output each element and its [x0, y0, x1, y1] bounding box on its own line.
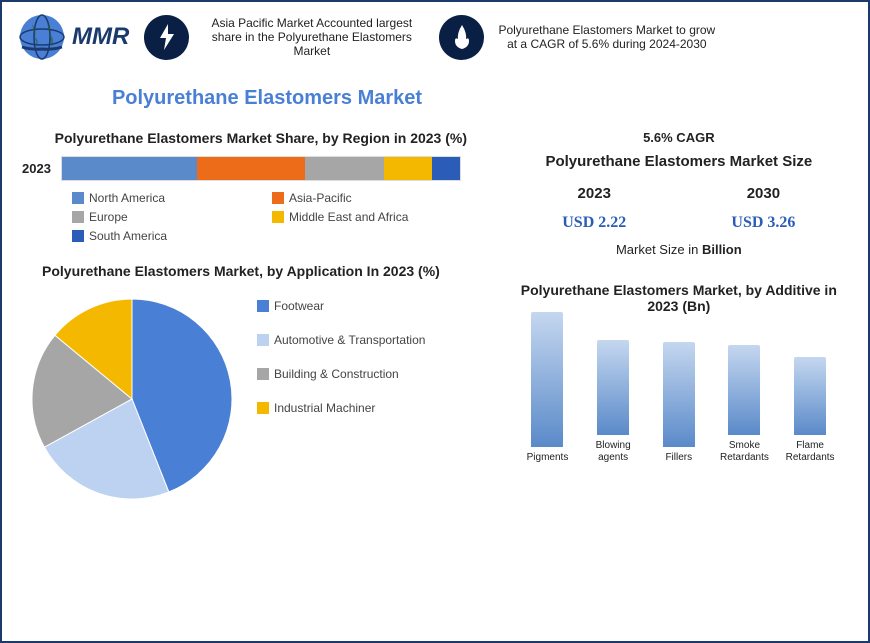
flame-icon: [439, 15, 484, 60]
size-note: Market Size in Billion: [510, 242, 848, 257]
bar-col: Blowing agents: [583, 340, 643, 464]
bar: [531, 312, 563, 447]
region-seg: [384, 157, 432, 180]
bar-col: Smoke Retardants: [714, 345, 774, 464]
size-year2: 2030: [747, 185, 780, 202]
legend-item: Middle East and Africa: [272, 210, 452, 224]
application-pie-chart: [22, 289, 242, 509]
fact-2-text: Polyurethane Elastomers Market to grow a…: [494, 23, 719, 51]
bar-col: Fillers: [649, 342, 709, 464]
legend-item: Automotive & Transportation: [257, 333, 425, 347]
bar: [728, 345, 760, 435]
legend-item: South America: [72, 229, 252, 243]
bar-col: Flame Retardants: [780, 357, 840, 464]
size-title: Polyurethane Elastomers Market Size: [510, 153, 848, 170]
logo-text: MMR: [72, 23, 129, 51]
region-chart-title: Polyurethane Elastomers Market Share, by…: [22, 130, 500, 146]
globe-icon: [17, 12, 67, 62]
legend-item: Industrial Machiner: [257, 401, 425, 415]
additive-bars: Pigments Blowing agents Fillers Smoke Retar…: [510, 324, 848, 464]
bar-label: Smoke Retardants: [714, 440, 774, 464]
region-seg: [197, 157, 304, 180]
bar-label: Fillers: [665, 452, 692, 464]
region-legend: North America Asia-Pacific Europe Middle Ea…: [72, 191, 500, 243]
fact-1: Asia Pacific Market Accounted largest sh…: [144, 15, 424, 60]
mmr-logo: MMR: [17, 12, 129, 62]
bar-label: Flame Retardants: [780, 440, 840, 464]
region-stacked-bar: [61, 156, 461, 181]
app-chart-title: Polyurethane Elastomers Market, by Appli…: [42, 263, 500, 279]
fact-2: Polyurethane Elastomers Market to grow a…: [439, 15, 719, 60]
bolt-icon: [144, 15, 189, 60]
legend-item: North America: [72, 191, 252, 205]
bar-col: Pigments: [517, 312, 577, 464]
size-val2: USD 3.26: [731, 214, 795, 232]
legend-item: Footwear: [257, 299, 425, 313]
bar-label: Pigments: [527, 452, 569, 464]
main-title: Polyurethane Elastomers Market: [42, 87, 492, 110]
fact-1-text: Asia Pacific Market Accounted largest sh…: [199, 16, 424, 58]
bar-label: Blowing agents: [583, 440, 643, 464]
legend-item: Building & Construction: [257, 367, 425, 381]
region-seg: [62, 157, 197, 180]
size-year1: 2023: [578, 185, 611, 202]
bar: [663, 342, 695, 447]
bar: [597, 340, 629, 435]
size-val1: USD 2.22: [562, 214, 626, 232]
region-seg: [432, 157, 460, 180]
bar: [794, 357, 826, 435]
application-legend: Footwear Automotive & Transportation Build…: [257, 289, 425, 415]
cagr-label: 5.6% CAGR: [510, 130, 848, 145]
region-seg: [305, 157, 385, 180]
legend-item: Europe: [72, 210, 252, 224]
additive-chart-title: Polyurethane Elastomers Market, by Addit…: [510, 282, 848, 314]
region-year: 2023: [22, 161, 51, 176]
legend-item: Asia-Pacific: [272, 191, 452, 205]
